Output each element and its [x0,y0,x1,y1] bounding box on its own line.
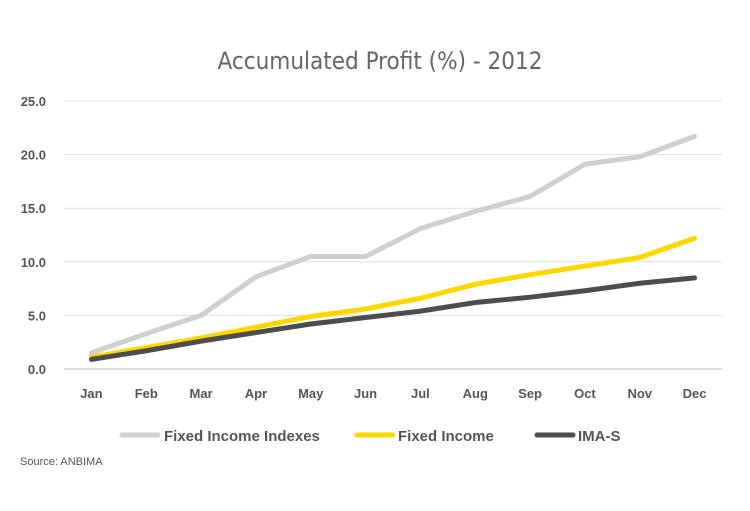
x-axis: Jan Feb Mar Apr May Jun Jul Aug Sep Oct Nov Dec [80,386,706,401]
y-tick-label: 20.0 [21,148,46,163]
series-line-2 [88,275,698,362]
y-tick-label: 0.0 [28,362,46,377]
x-tick-label: Aug [463,386,488,401]
source-note: Source: ANBIMA [20,456,103,468]
x-tick-label: Nov [627,386,652,401]
x-tick-label: Sep [518,386,542,401]
x-tick-label: Jan [80,386,102,401]
x-tick-label: Mar [190,386,213,401]
y-tick-label: 25.0 [21,94,46,109]
series-line-1 [88,235,698,360]
y-tick-label: 5.0 [28,308,46,323]
legend-label: IMA-S [578,428,621,445]
x-tick-label: May [298,386,324,401]
gridlines [64,100,722,370]
plot-area [88,133,698,362]
chart-title: Accumulated Profit (%) - 2012 [218,47,543,75]
y-tick-label: 10.0 [21,255,46,270]
x-tick-label: Apr [245,386,267,401]
series-line-0 [88,133,698,356]
y-axis: 0.0 5.0 10.0 15.0 20.0 25.0 [21,94,46,377]
legend: Fixed Income Indexes Fixed Income IMA-S [119,428,621,445]
x-tick-label: Dec [683,386,707,401]
legend-label: Fixed Income [398,428,494,445]
x-tick-label: Feb [135,386,158,401]
x-tick-label: Jun [354,386,377,401]
legend-label: Fixed Income Indexes [164,428,320,445]
y-tick-label: 15.0 [21,201,46,216]
x-tick-label: Oct [574,386,596,401]
x-tick-label: Jul [411,386,430,401]
